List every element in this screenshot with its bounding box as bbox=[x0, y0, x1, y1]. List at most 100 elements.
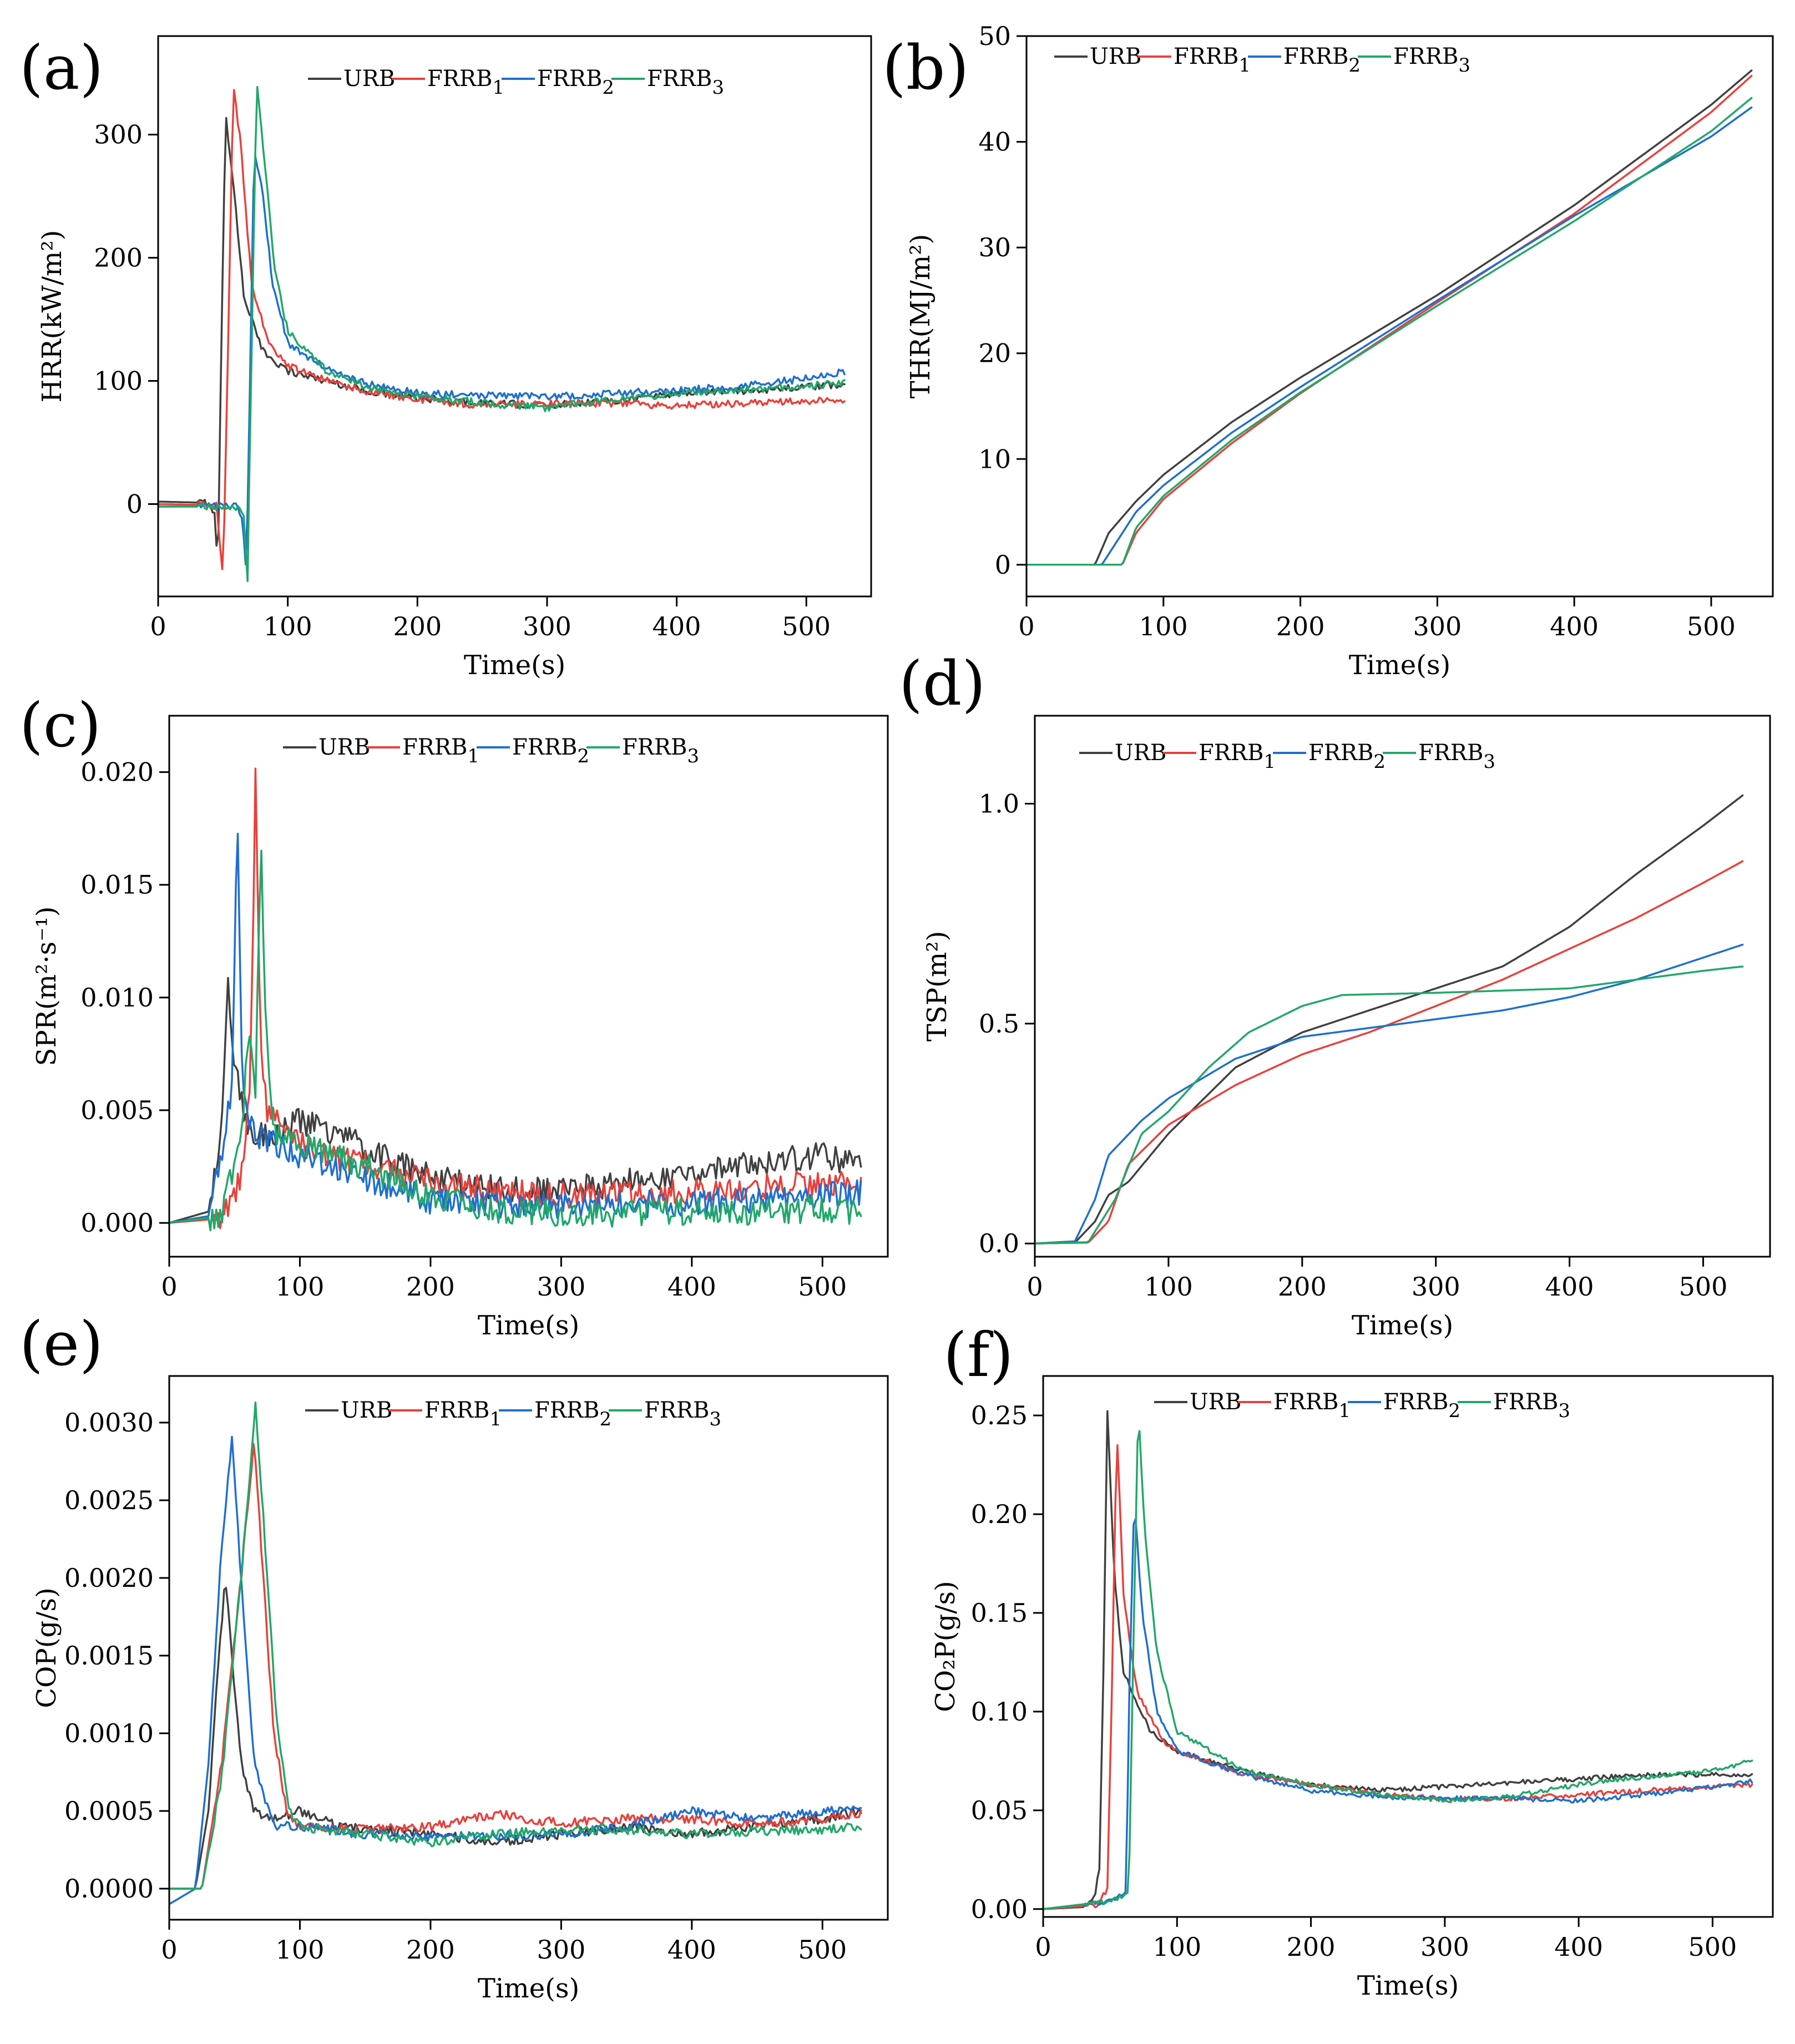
legend-entry: FRRB2 bbox=[1283, 44, 1361, 77]
panel-label-f: (f) bbox=[943, 1319, 1014, 1390]
legend-entry: URB bbox=[343, 66, 395, 92]
x-axis-title: Time(s) bbox=[464, 650, 565, 681]
x-tick-label: 100 bbox=[1144, 1272, 1193, 1302]
x-tick-label: 500 bbox=[1679, 1272, 1728, 1302]
x-tick-label: 400 bbox=[668, 1935, 716, 1965]
panel-a: (a) 0 100 200 300 400 500 0 100 200 300 Time(s) HRR(… bbox=[19, 32, 872, 681]
series-group-b bbox=[1027, 69, 1753, 566]
y-axis-title: CO₂P(g/s) bbox=[930, 1581, 961, 1712]
legend-entry: FRRB2 bbox=[512, 735, 589, 767]
y-tick-label: 0.15 bbox=[971, 1598, 1028, 1628]
series-line-frrb2 bbox=[1043, 1518, 1753, 1910]
x-tick-label: 0 bbox=[161, 1272, 177, 1302]
legend-entry: FRRB2 bbox=[534, 1398, 611, 1430]
x-tick-label: 500 bbox=[782, 611, 831, 641]
x-tick-label: 200 bbox=[406, 1935, 455, 1965]
x-tick-label: 200 bbox=[1276, 611, 1325, 641]
y-tick-label: 20 bbox=[978, 338, 1011, 368]
y-tick-label: 0 bbox=[995, 550, 1011, 580]
y-tick-label: 0.020 bbox=[80, 757, 154, 787]
y-axis-title: TSP(m²) bbox=[922, 931, 953, 1041]
y-tick-label: 0.005 bbox=[80, 1095, 154, 1125]
y-tick-label: 0.015 bbox=[80, 870, 154, 900]
series-line-frrb1 bbox=[1035, 860, 1744, 1244]
legend-entry: URB bbox=[1115, 740, 1166, 766]
legend-entry: FRRB3 bbox=[622, 735, 699, 767]
x-tick-label: 300 bbox=[1413, 611, 1462, 641]
panel-label-a: (a) bbox=[19, 32, 103, 103]
y-tick-label: 100 bbox=[94, 366, 143, 396]
y-tick-label: 0.010 bbox=[80, 983, 154, 1013]
legend-entry: FRRB1 bbox=[1273, 1389, 1351, 1422]
series-line-frrb3 bbox=[1043, 1430, 1753, 1910]
y-tick-label: 0 bbox=[127, 489, 143, 519]
x-tick-label: 300 bbox=[523, 611, 572, 641]
x-tick-label: 100 bbox=[1139, 611, 1188, 641]
y-tick-label: 0.0 bbox=[979, 1228, 1019, 1258]
series-line-frrb2 bbox=[1035, 943, 1744, 1244]
series-line-urb bbox=[1035, 794, 1744, 1244]
x-tick-label: 300 bbox=[1420, 1932, 1469, 1962]
x-axis-title: Time(s) bbox=[1352, 1310, 1453, 1341]
x-axis-title: Time(s) bbox=[478, 1973, 579, 2004]
x-tick-label: 0 bbox=[150, 611, 166, 641]
x-tick-label: 400 bbox=[1554, 1932, 1603, 1962]
x-tick-label: 400 bbox=[653, 611, 701, 641]
x-tick-label: 100 bbox=[264, 611, 312, 641]
legend-entry: FRRB1 bbox=[427, 66, 504, 99]
y-tick-label: 0.000 bbox=[80, 1208, 154, 1238]
series-group-c bbox=[169, 767, 862, 1231]
series-line-frrb1 bbox=[1043, 1444, 1753, 1910]
x-tick-label: 500 bbox=[1688, 1932, 1737, 1962]
x-tick-label: 400 bbox=[1550, 611, 1599, 641]
series-line-frrb1 bbox=[169, 1443, 862, 1890]
legend-entry: URB bbox=[1190, 1389, 1241, 1415]
panel-d: (d) 0 100 200 300 400 500 0.0 0.5 1.0 Time(s) TSP(m… bbox=[899, 648, 1771, 1341]
legend: URB FRRB1 FRRB2 FRRB3 bbox=[1154, 1389, 1570, 1422]
plot-frame bbox=[168, 1375, 889, 1921]
series-line-frrb1 bbox=[169, 767, 862, 1230]
legend-entry: FRRB3 bbox=[647, 66, 724, 99]
series-line-frrb3 bbox=[1035, 965, 1744, 1244]
y-tick-label: 0.5 bbox=[979, 1009, 1019, 1039]
x-tick-label: 200 bbox=[1287, 1932, 1336, 1962]
y-tick-label: 0.00 bbox=[971, 1894, 1028, 1924]
panel-c: (c) 0 100 200 300 400 500 0.000 0.005 0.010 0.015 0… bbox=[19, 690, 889, 1341]
x-tick-label: 100 bbox=[1152, 1932, 1201, 1962]
plot-frame bbox=[1034, 715, 1771, 1258]
legend-entry: FRRB1 bbox=[1174, 44, 1251, 77]
y-tick-label: 300 bbox=[94, 120, 143, 150]
x-tick-label: 500 bbox=[798, 1272, 847, 1302]
x-tick-label: 400 bbox=[1545, 1272, 1594, 1302]
legend: URB FRRB1 FRRB2 FRRB3 bbox=[1054, 44, 1470, 77]
y-tick-label: 0.05 bbox=[971, 1795, 1028, 1825]
y-axis-title: THR(MJ/m²) bbox=[905, 234, 936, 399]
x-axis-title: Time(s) bbox=[478, 1310, 579, 1341]
x-tick-label: 200 bbox=[393, 611, 442, 641]
panel-e: (e) 0 100 200 300 400 500 0.0000 0.0005 0.0010 0.0… bbox=[19, 1308, 889, 2004]
y-tick-label: 200 bbox=[94, 243, 143, 273]
legend: URB FRRB1 FRRB2 FRRB3 bbox=[305, 1398, 721, 1430]
series-group-f bbox=[1043, 1410, 1753, 1910]
y-tick-label: 30 bbox=[978, 232, 1011, 262]
series-line-frrb3 bbox=[169, 1402, 862, 1890]
x-tick-label: 200 bbox=[1278, 1272, 1327, 1302]
x-tick-label: 100 bbox=[276, 1935, 325, 1965]
y-tick-label: 0.0005 bbox=[64, 1796, 154, 1826]
series-line-urb bbox=[169, 977, 862, 1224]
y-tick-label: 0.20 bbox=[971, 1499, 1028, 1529]
series-line-frrb1 bbox=[158, 89, 846, 570]
series-line-urb bbox=[169, 1587, 862, 1890]
series-line-frrb3 bbox=[1027, 97, 1753, 566]
x-tick-label: 100 bbox=[276, 1272, 325, 1302]
x-tick-label: 300 bbox=[537, 1935, 585, 1965]
x-tick-label: 200 bbox=[406, 1272, 455, 1302]
legend-entry: FRRB3 bbox=[1418, 740, 1495, 773]
series-group-d bbox=[1035, 794, 1744, 1244]
y-tick-label: 10 bbox=[978, 444, 1011, 474]
series-group-e bbox=[169, 1402, 862, 1905]
y-tick-label: 0.0025 bbox=[64, 1485, 154, 1515]
y-tick-label: 1.0 bbox=[979, 789, 1019, 819]
x-tick-label: 400 bbox=[668, 1272, 716, 1302]
